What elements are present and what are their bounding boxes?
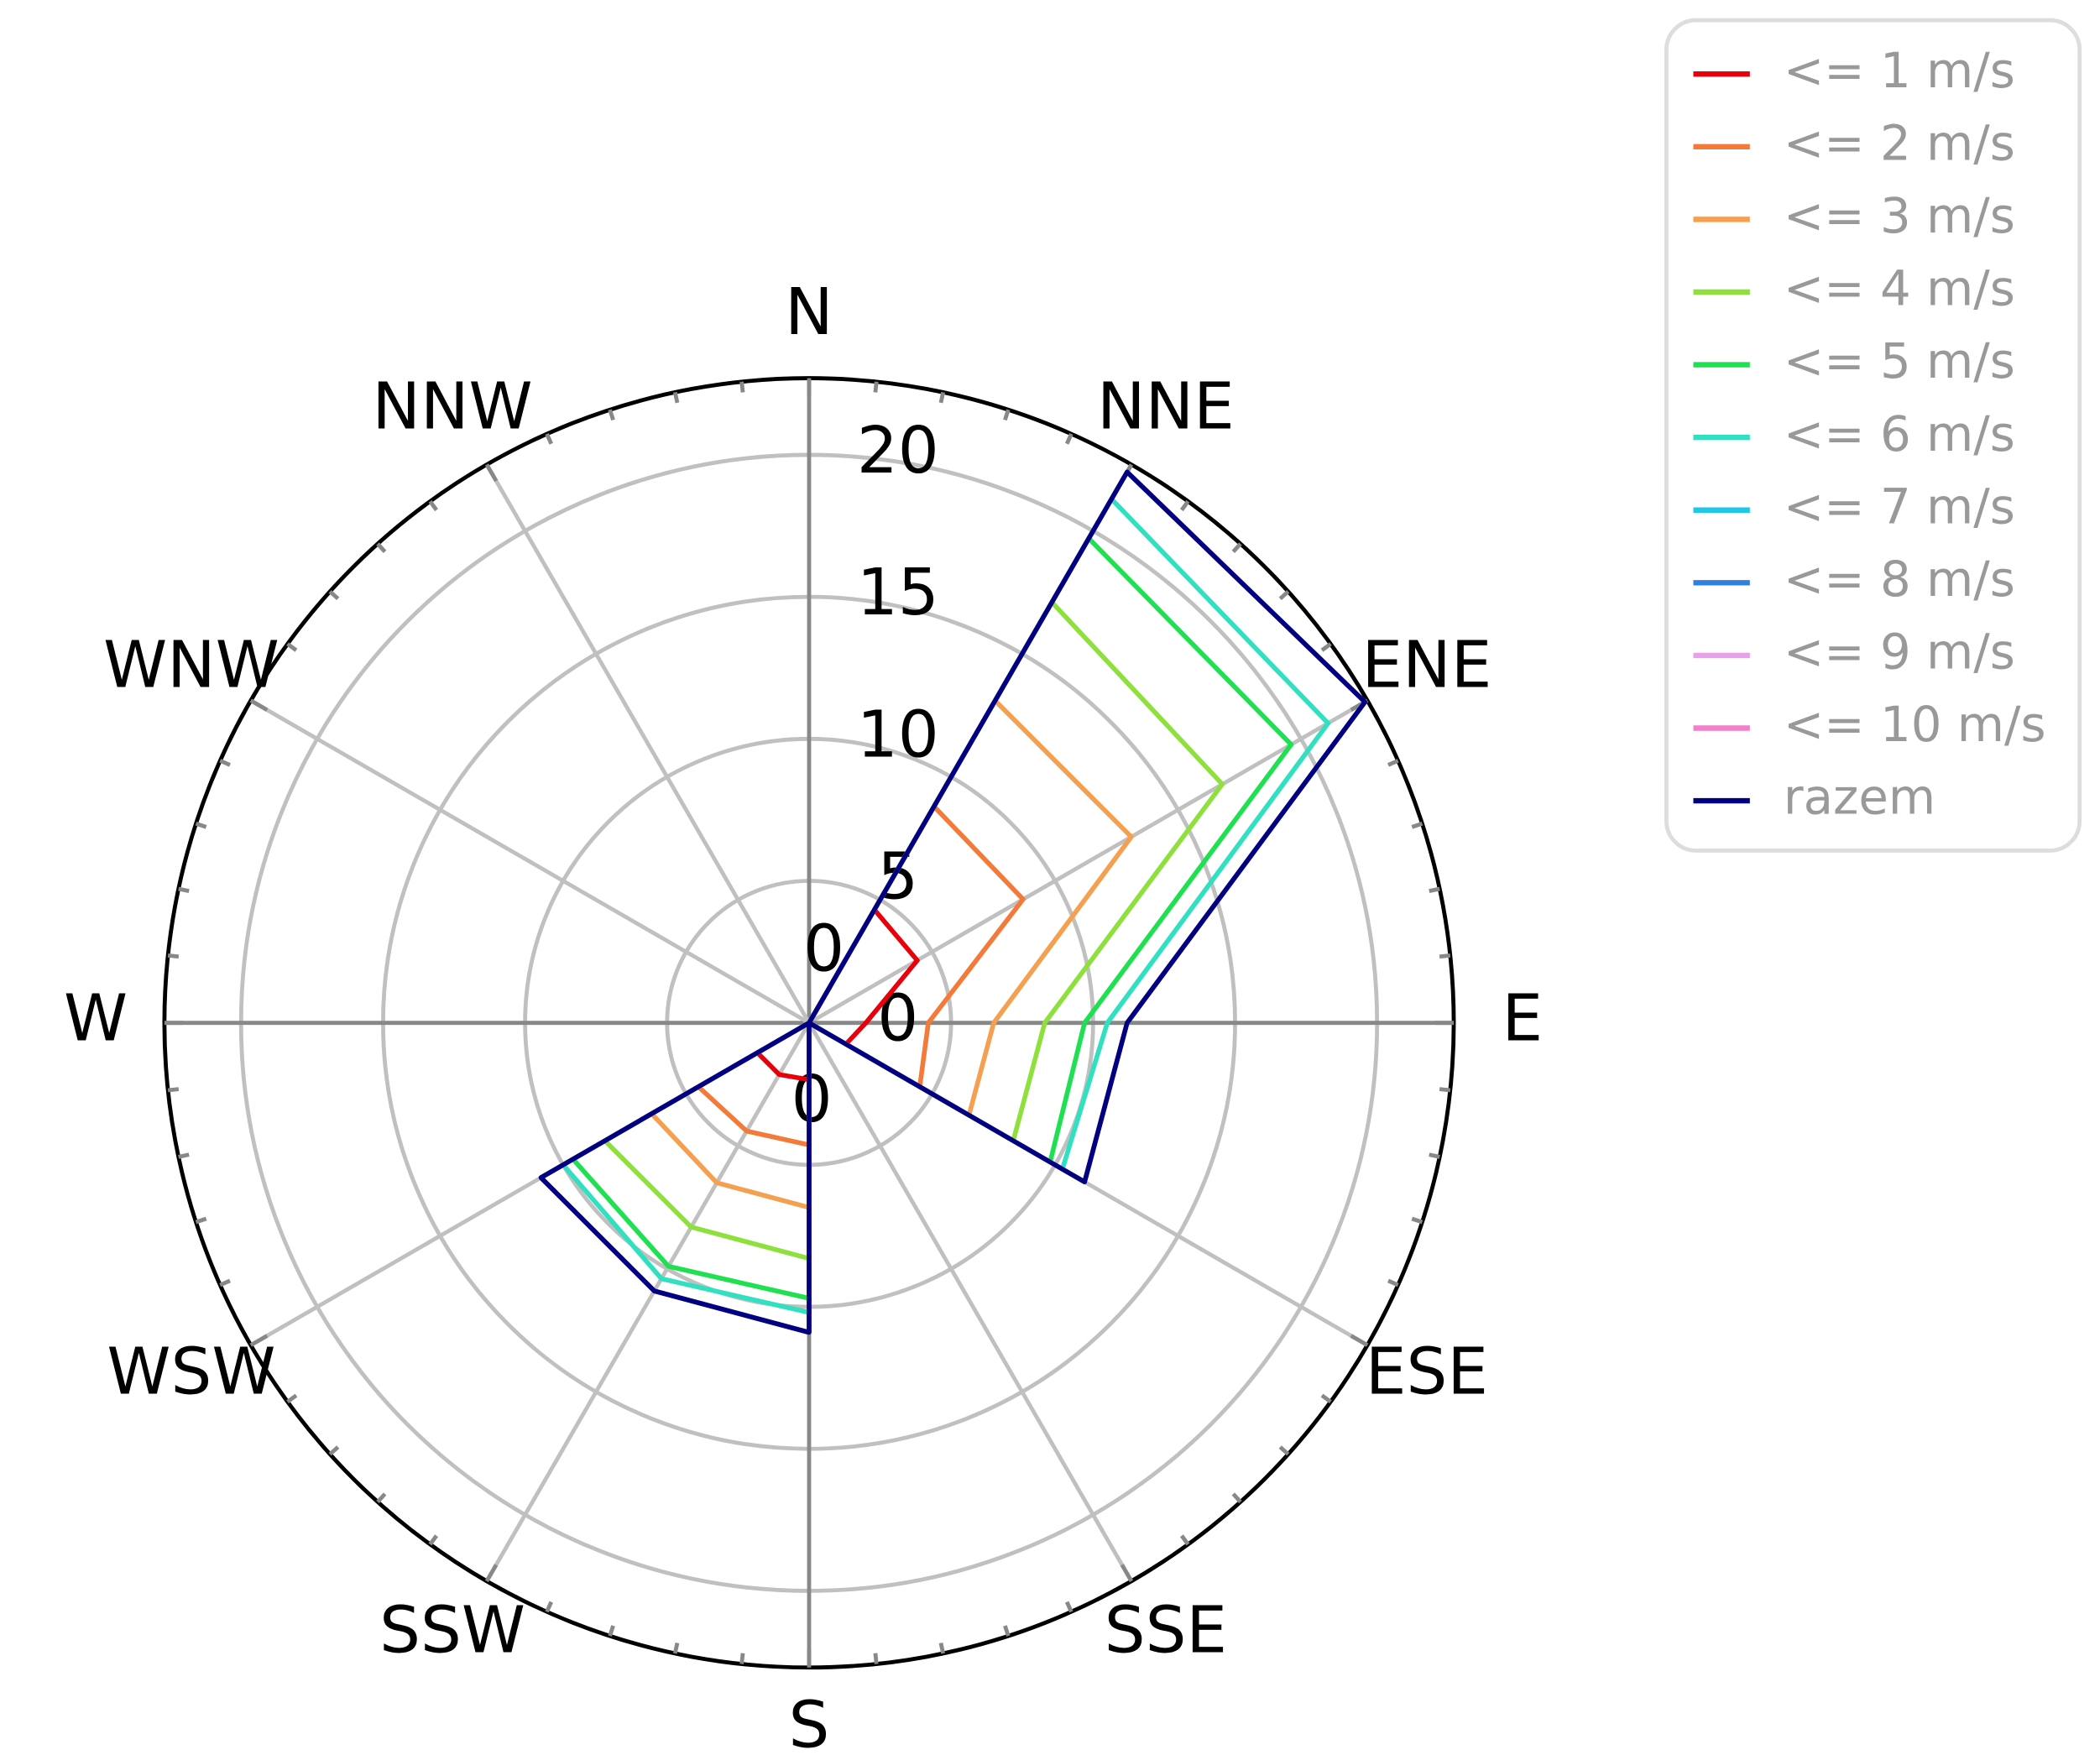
- outer-tick: [484, 463, 499, 483]
- direction-label: NNE: [1097, 370, 1235, 445]
- outer-tick: [545, 433, 553, 445]
- outer-tick: [1003, 1625, 1011, 1637]
- r-tick-label: 20: [857, 414, 939, 488]
- r-tick-label: 5: [877, 839, 918, 914]
- legend-label: <= 3 m/s: [1784, 187, 2015, 244]
- outer-tick: [1387, 1278, 1399, 1288]
- outer-tick: [286, 1393, 298, 1404]
- outer-tick: [249, 1334, 269, 1347]
- outer-tick: [1064, 1601, 1074, 1613]
- outer-tick: [1411, 822, 1424, 829]
- legend-label: <= 5 m/s: [1784, 332, 2015, 389]
- outer-tick: [178, 886, 190, 894]
- outer-tick: [739, 381, 745, 393]
- legend-label: <= 1 m/s: [1784, 42, 2015, 99]
- direction-label: ESE: [1366, 1335, 1488, 1410]
- outer-tick: [739, 1653, 745, 1664]
- r-tick-label: 10: [857, 697, 939, 772]
- outer-tick: [428, 499, 438, 512]
- r-tick-label: 15: [857, 556, 939, 630]
- spoke: [484, 463, 812, 1024]
- r-tick-label: 0: [877, 982, 918, 1057]
- spoke: [807, 698, 1369, 1025]
- spoke: [807, 1021, 1134, 1583]
- direction-label: W: [64, 982, 128, 1057]
- legend-label: <= 4 m/s: [1784, 260, 2015, 317]
- outer-tick: [1179, 499, 1190, 512]
- direction-label: SSW: [379, 1594, 525, 1669]
- spoke: [484, 1021, 812, 1583]
- outer-tick: [1231, 1492, 1242, 1504]
- outer-tick: [249, 698, 269, 712]
- outer-tick: [484, 1564, 499, 1583]
- outer-tick: [1278, 1445, 1290, 1456]
- outer-tick: [672, 1642, 680, 1654]
- outer-tick: [195, 1216, 207, 1225]
- outer-tick: [1439, 953, 1451, 959]
- direction-label: WNW: [103, 629, 279, 703]
- direction-label: SSE: [1105, 1594, 1227, 1669]
- direction-label: NNW: [372, 370, 532, 445]
- outer-tick: [328, 1445, 340, 1456]
- direction-label: N: [785, 275, 833, 350]
- outer-tick: [1411, 1216, 1424, 1225]
- outer-tick: [545, 1601, 553, 1613]
- annotation: 0: [791, 1063, 833, 1137]
- outer-tick: [1429, 886, 1440, 894]
- outer-tick: [672, 391, 680, 404]
- spoke: [249, 698, 811, 1025]
- outer-tick: [1387, 759, 1399, 767]
- outer-tick: [1320, 1393, 1332, 1404]
- outer-tick: [376, 542, 387, 554]
- outer-tick: [1429, 1152, 1440, 1159]
- outer-tick: [1064, 433, 1074, 445]
- legend-label: razem: [1784, 769, 1935, 826]
- direction-label: S: [789, 1689, 830, 1755]
- outer-tick: [1120, 1564, 1134, 1583]
- series-line: [538, 469, 1368, 1335]
- legend-label: <= 6 m/s: [1784, 405, 2015, 462]
- outer-tick: [1320, 642, 1332, 652]
- legend-label: <= 9 m/s: [1784, 624, 2015, 681]
- outer-tick: [178, 1152, 190, 1159]
- outer-tick: [328, 589, 340, 601]
- direction-label: E: [1502, 982, 1544, 1057]
- outer-tick: [1003, 409, 1011, 421]
- legend-label: <= 8 m/s: [1784, 551, 2015, 608]
- legend-label: <= 10 m/s: [1784, 696, 2046, 753]
- outer-tick: [608, 1625, 615, 1637]
- outer-tick: [167, 953, 180, 959]
- direction-label: ENE: [1362, 629, 1492, 703]
- outer-tick: [219, 759, 231, 767]
- outer-tick: [1439, 1087, 1451, 1093]
- outer-tick: [1231, 542, 1242, 554]
- outer-tick: [195, 822, 207, 829]
- direction-label: WSW: [107, 1335, 275, 1410]
- legend-label: <= 7 m/s: [1784, 478, 2015, 535]
- legend-box: [1664, 18, 2082, 853]
- outer-tick: [1278, 589, 1290, 601]
- outer-tick: [873, 1653, 879, 1664]
- outer-tick: [608, 409, 615, 421]
- outer-tick: [286, 642, 298, 652]
- outer-tick: [938, 391, 946, 404]
- outer-tick: [873, 381, 879, 393]
- outer-tick: [1179, 1534, 1190, 1546]
- outer-tick: [219, 1278, 231, 1288]
- legend-label: <= 2 m/s: [1784, 114, 2015, 171]
- outer-tick: [167, 1087, 180, 1093]
- outer-tick: [938, 1642, 946, 1654]
- outer-tick: [376, 1492, 387, 1504]
- outer-tick: [428, 1534, 438, 1546]
- outer-tick: [1350, 1334, 1369, 1347]
